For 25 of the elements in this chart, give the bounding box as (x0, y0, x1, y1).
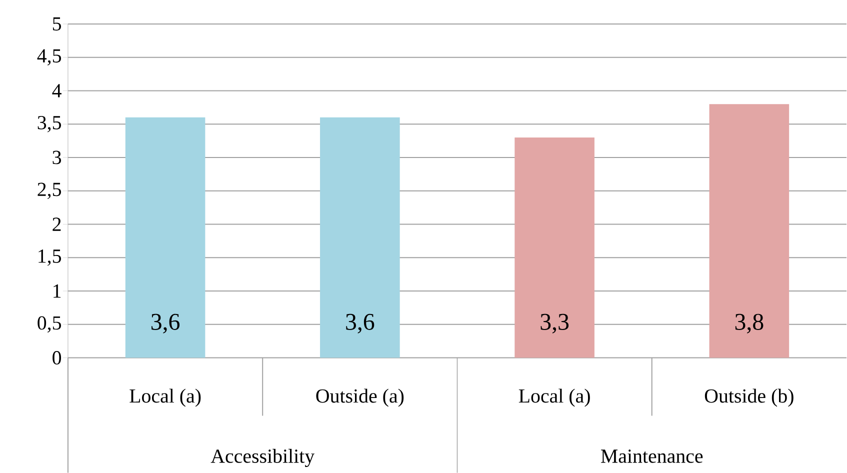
y-tick-label: 3,5 (38, 116, 61, 132)
data-label: 3,8 (735, 314, 764, 334)
data-label: 3,6 (151, 314, 180, 334)
bar (320, 117, 400, 358)
y-tick-label: 0,5 (38, 316, 61, 332)
text: Accessibility (210, 448, 315, 467)
text: Maintenance (601, 449, 703, 463)
y-tick-label: 1 (54, 284, 61, 298)
y-tick-label: 3 (52, 150, 61, 164)
data-label: 3,6 (346, 314, 374, 334)
x-tick-label: Local (a) (130, 388, 201, 407)
y-tick-label: 4,5 (37, 49, 61, 66)
y-tick-label: 5 (52, 17, 61, 30)
x-tick-label: Outside (b) (704, 388, 794, 407)
x-tick-label: Local (a) (518, 388, 590, 407)
data-label: 3,3 (540, 314, 569, 334)
x-tick-label: Outside (a) (316, 388, 404, 407)
bar (709, 104, 790, 358)
bar (125, 117, 206, 358)
y-tick-label: 4 (52, 84, 62, 98)
y-tick-label: 2 (52, 218, 61, 231)
y-tick-label: 0 (52, 350, 62, 364)
bar (514, 137, 594, 358)
y-tick-label: 1,5 (38, 249, 61, 266)
y-tick-label: 2,5 (38, 182, 61, 199)
